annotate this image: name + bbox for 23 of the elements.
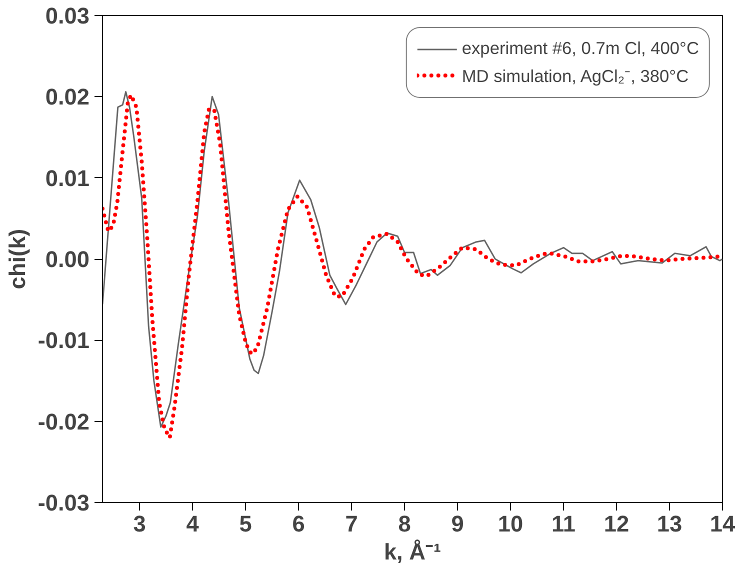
x-tick-label: 13 — [656, 510, 682, 536]
x-tick-label: 7 — [345, 510, 358, 536]
x-tick-label: 3 — [133, 510, 146, 536]
y-tick-label: 0.01 — [45, 164, 90, 191]
x-axis-title: k, Å⁻¹ — [384, 538, 442, 564]
x-tick-label: 11 — [552, 510, 576, 536]
x-tick-label: 9 — [451, 510, 464, 536]
x-tick-label: 5 — [239, 510, 252, 536]
x-tick-label: 10 — [498, 510, 524, 536]
y-tick-label: -0.02 — [38, 408, 90, 434]
y-tick-label: 0.03 — [45, 2, 90, 28]
y-tick-label: 0.00 — [45, 246, 90, 272]
x-tick-label: 12 — [604, 510, 630, 536]
x-tick-label: 14 — [710, 510, 736, 536]
x-tick-label: 8 — [398, 510, 411, 536]
y-axis-title: chi(k) — [4, 228, 30, 290]
legend-label: experiment #6, 0.7m Cl, 400°C — [462, 38, 699, 59]
x-tick-label: 4 — [186, 510, 200, 536]
x-tick-label: 6 — [292, 510, 305, 536]
y-tick-label: -0.01 — [38, 327, 90, 354]
y-tick-label: -0.03 — [38, 490, 90, 516]
y-tick-label: 0.02 — [45, 84, 90, 110]
legend-label: MD simulation, AgCl₂⁻, 380°C — [462, 65, 689, 87]
